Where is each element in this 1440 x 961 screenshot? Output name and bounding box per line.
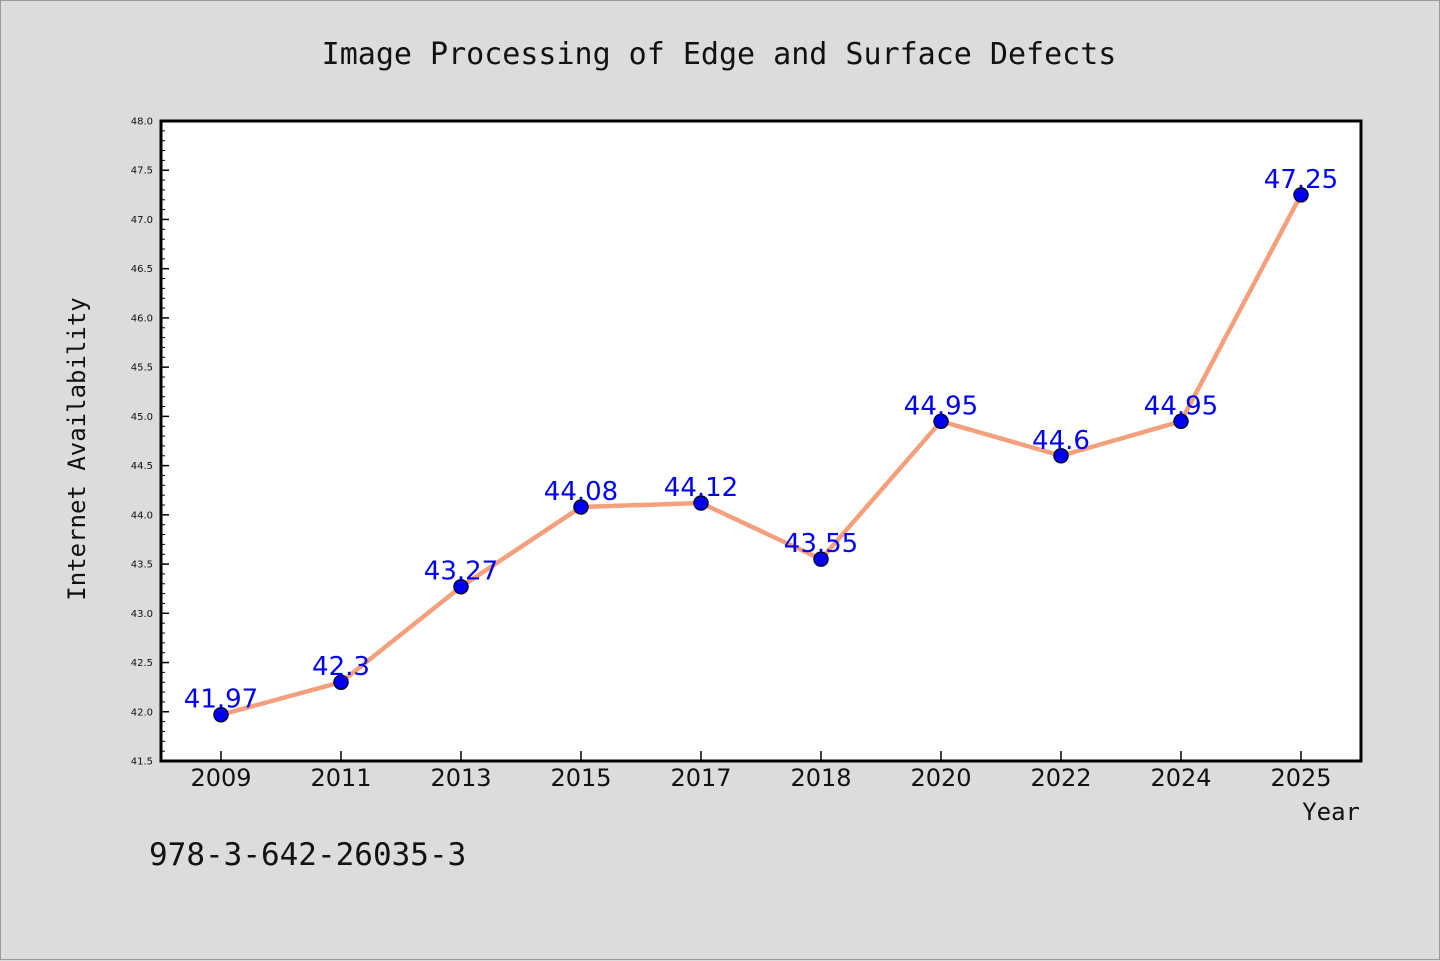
x-tick-label: 2009: [190, 764, 251, 792]
data-label: 44.95: [904, 391, 978, 421]
y-tick-label: 46.0: [131, 313, 153, 324]
x-axis: 2009 2011 2013 2015 2017 2018 2020 2022 2024 2025: [190, 751, 1332, 792]
data-label: 44.08: [544, 477, 618, 507]
data-point-marker: [1053, 448, 1069, 464]
footer-isbn: 978-3-642-26035-3: [149, 837, 466, 873]
series-line-group: [218, 192, 1304, 717]
data-label: 44.95: [1144, 391, 1218, 421]
plot-area: [159, 119, 1363, 763]
y-tick-label: 46.5: [131, 264, 153, 275]
markers-group: [213, 187, 1309, 723]
y-tick-label: 47.5: [131, 166, 153, 177]
data-point-marker: [453, 578, 469, 595]
x-tick-label: 2011: [310, 764, 371, 792]
y-tick-label: 45.0: [131, 412, 153, 423]
data-label: 44.12: [664, 473, 738, 503]
series-line: [218, 192, 1304, 717]
data-label: 43.27: [424, 557, 498, 587]
data-point-marker: [693, 495, 709, 511]
data-point-marker: [213, 706, 229, 723]
y-axis: 41.5 42.0 42.5 43.0 43.5 44.0 44.5 45.0 45.5 46.0…: [131, 117, 169, 768]
y-tick-label: 43.0: [131, 609, 153, 620]
data-label: 43.55: [784, 529, 858, 559]
data-point-marker: [933, 413, 949, 430]
data-label: 47.25: [1264, 165, 1338, 195]
data-point-marker: [573, 499, 589, 515]
y-tick-label: 44.0: [131, 510, 153, 521]
x-tick-label: 2015: [550, 764, 611, 792]
data-labels-group: 41.97 42.3 43.27 44.08 44.12 43.55 44.95 44.6 44…: [184, 165, 1338, 715]
y-tick-label: 42.0: [131, 707, 153, 718]
x-tick-label: 2022: [1030, 764, 1091, 792]
data-point-marker: [1293, 187, 1309, 203]
data-point-marker: [333, 674, 349, 690]
data-point-marker: [813, 551, 829, 567]
y-axis-label: Internet Availability: [63, 297, 91, 600]
x-tick-label: 2013: [430, 764, 491, 792]
x-axis-label: Year: [1302, 798, 1360, 826]
data-label: 44.6: [1032, 426, 1090, 456]
data-label: 41.97: [184, 685, 258, 715]
y-tick-label: 41.5: [131, 757, 153, 768]
data-label: 42.3: [312, 652, 370, 682]
y-tick-label: 44.5: [131, 461, 153, 472]
y-tick-label: 47.0: [131, 215, 153, 226]
x-tick-label: 2017: [670, 764, 731, 792]
x-tick-label: 2025: [1270, 764, 1331, 792]
y-tick-label: 45.5: [131, 363, 153, 374]
data-point-marker: [1173, 413, 1189, 430]
y-tick-label: 43.5: [131, 560, 153, 571]
x-tick-label: 2024: [1150, 764, 1211, 792]
chart-title: Image Processing of Edge and Surface Def…: [322, 37, 1117, 72]
x-tick-label: 2018: [790, 764, 851, 792]
x-tick-label: 2020: [910, 764, 971, 792]
y-tick-label: 42.5: [131, 658, 153, 669]
y-tick-label: 48.0: [131, 117, 153, 128]
